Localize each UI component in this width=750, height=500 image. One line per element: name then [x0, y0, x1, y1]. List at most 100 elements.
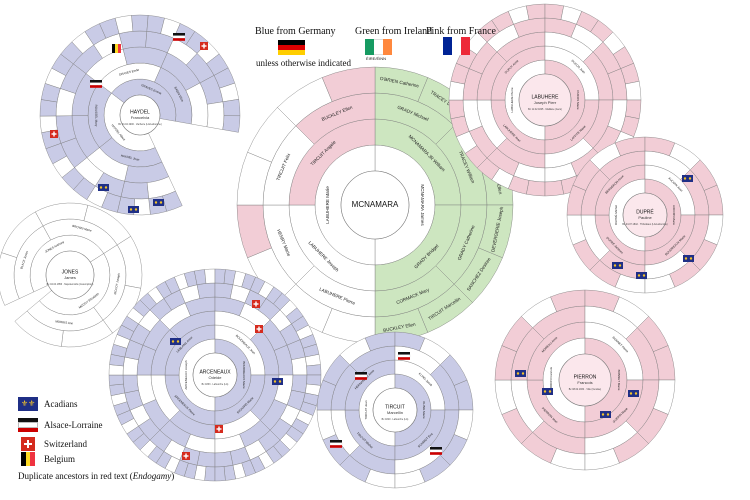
ancestor-segment[interactable] [108, 364, 124, 376]
root-person-circle[interactable] [192, 352, 238, 398]
root-person-circle[interactable] [558, 353, 612, 407]
ancestor-name: MCNAMARA James [420, 184, 425, 226]
ancestor-segment[interactable] [122, 356, 139, 376]
ancestor-name: DUPRÉ Michel [613, 205, 618, 225]
endogamy-note-word: Endogamy [132, 471, 172, 481]
ancestor-name: ROUSSEL Mary [94, 105, 98, 127]
acadian-flag-icon [600, 411, 611, 418]
key-row-switzerland: Switzerland [18, 437, 87, 451]
ancestor-name: BLACK Jones [19, 250, 29, 269]
germany-legend-label: Blue from Germany [255, 26, 336, 37]
alsace-flag-icon [329, 440, 343, 448]
ancestor-segment[interactable] [14, 310, 64, 347]
ancestor-segment[interactable] [204, 466, 216, 482]
ancestor-segment[interactable] [544, 3, 564, 20]
acadian-flag-icon [636, 272, 647, 279]
germany-flag-icon [278, 40, 305, 55]
ancestor-segment[interactable] [122, 374, 139, 394]
ancestor-name: GRAVES Emile [119, 68, 140, 77]
root-person-detail: Bc 1863 · Lafourche (LA) [202, 383, 229, 386]
ancestor-segment[interactable] [584, 448, 620, 471]
root-person-given: Joseph Pierr [534, 100, 557, 105]
ancestor-segment[interactable] [321, 66, 376, 102]
ancestor-name: HAYDEL Jean [120, 154, 140, 162]
root-person-detail: Bc 04.04.1900 · Vacherie (LA/Lafourche) [118, 123, 161, 126]
root-person-given: Francois [577, 380, 592, 385]
root-person-circle[interactable] [372, 387, 418, 433]
ancestor-segment[interactable] [214, 451, 234, 468]
ancestor-segment[interactable] [214, 282, 234, 299]
ancestor-segment[interactable] [306, 374, 322, 386]
root-person-given: Pauline [638, 215, 652, 220]
alsace-flag-icon [172, 33, 186, 41]
ancestor-segment[interactable] [625, 81, 642, 101]
alsace-flag-icon [397, 352, 411, 360]
acadian-flag-icon [682, 175, 693, 182]
swiss-flag-icon [200, 42, 208, 50]
alsace-lorraine-flag-icon [18, 418, 38, 432]
swiss-flag-icon [215, 425, 223, 433]
ancestor-segment[interactable] [222, 99, 241, 117]
ancestor-segment[interactable] [394, 468, 426, 489]
ancestor-segment[interactable] [196, 451, 216, 468]
ancestor-segment[interactable] [214, 268, 226, 284]
swiss-flag-icon [50, 130, 58, 138]
ancestor-segment[interactable] [206, 101, 225, 130]
ancestor-segment[interactable] [306, 364, 322, 376]
root-person-circle[interactable] [622, 192, 668, 238]
swiss-flag-icon [21, 437, 35, 451]
root-person-detail: Bc 04.07.1842 · Thibodaux (LA/Lafourche) [622, 223, 667, 226]
root-person-surname: PIERRON [574, 374, 597, 380]
ancestor-segment[interactable] [644, 273, 676, 294]
ancestor-segment[interactable] [108, 374, 124, 386]
root-person-circle[interactable] [340, 170, 410, 240]
acadian-flag-icon [98, 184, 109, 191]
ancestor-segment[interactable] [291, 374, 308, 394]
ancestor-name: LABUHERE Marie [325, 186, 330, 224]
belgian-flag-icon [21, 452, 36, 466]
root-person-detail: Bc 04.04.1856 · Napoleonville (Assumptio… [47, 283, 94, 286]
ancestor-name: MCCOY Joseph [113, 272, 121, 294]
ancestor-segment[interactable] [291, 356, 308, 376]
ancestor-segment[interactable] [214, 466, 226, 482]
acadian-flag-icon [128, 206, 139, 213]
root-person-circle[interactable] [518, 73, 572, 127]
root-person-given: Marcellin [387, 410, 403, 415]
alsace-flag-icon [354, 372, 368, 380]
ancestor-segment[interactable] [625, 99, 642, 119]
ancestor-segment[interactable] [118, 30, 148, 50]
ancestor-segment[interactable] [131, 14, 149, 32]
endogamy-note-suffix: ) [171, 471, 175, 481]
ancestor-segment[interactable] [526, 180, 546, 197]
belgium-flag-icon [112, 44, 121, 53]
ancestor-name: BUCKLEY Ellen [383, 322, 417, 333]
root-person-circle[interactable] [45, 250, 95, 300]
ancestor-name: DUCOS Marie [576, 90, 580, 110]
ancestor-segment[interactable] [222, 115, 241, 133]
root-person-given: Francelvia [131, 115, 150, 120]
root-person-surname: TIRCUIT [385, 404, 405, 410]
ancestor-segment[interactable] [526, 3, 546, 20]
ancestor-segment[interactable] [39, 99, 58, 117]
root-person-circle[interactable] [119, 94, 161, 136]
acadian-flag-icon: ⚜⚜ [18, 397, 38, 411]
endogamy-note-prefix: Duplicate ancestors in red text ( [18, 471, 133, 481]
root-person-surname: DUPRÉ [636, 208, 654, 215]
root-person-given: James [64, 275, 76, 280]
acadian-flag-icon [542, 388, 553, 395]
ancestor-segment[interactable] [120, 180, 149, 200]
ancestor-segment[interactable] [204, 268, 216, 284]
ancestor-name: BABIN Eliza [173, 86, 184, 103]
ancestor-segment[interactable] [196, 282, 216, 299]
ancestor-segment[interactable] [544, 180, 564, 197]
ancestor-name: LABUHERE Pierre [510, 87, 514, 112]
ancestor-name: TIRCUIT Jean [364, 400, 368, 419]
ancestor-segment[interactable] [448, 81, 465, 101]
ancestor-name: BOUDREAUX Marie [242, 361, 246, 389]
acadian-flag-icon [515, 370, 526, 377]
key-label-switzerland: Switzerland [44, 439, 87, 449]
ancestor-segment[interactable] [448, 99, 465, 119]
